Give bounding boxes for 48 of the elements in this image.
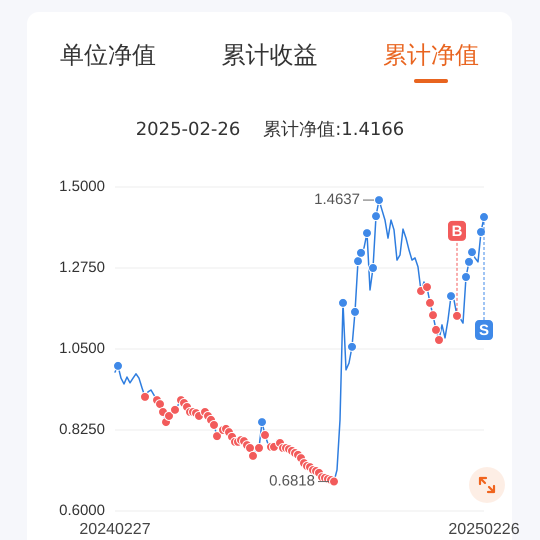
point bbox=[431, 324, 441, 335]
point bbox=[356, 248, 366, 258]
y-tick-label: 1.2750 bbox=[59, 259, 105, 276]
y-tick-label: 0.8250 bbox=[59, 421, 105, 438]
chart-subtitle: 2025-02-26 累计净值:1.4166 bbox=[134, 118, 406, 142]
point bbox=[434, 335, 444, 345]
text: 累计收益 bbox=[221, 40, 318, 71]
point bbox=[476, 227, 486, 237]
point bbox=[347, 342, 357, 352]
annotation: 1.4637 bbox=[314, 191, 360, 208]
y-tick-label: 1.0500 bbox=[59, 340, 105, 358]
point bbox=[467, 247, 477, 258]
x-tick-label: 20250226 bbox=[448, 521, 520, 538]
text: B bbox=[452, 223, 463, 240]
point bbox=[155, 399, 165, 410]
x-tick-label: 20240227 bbox=[79, 521, 151, 538]
point bbox=[425, 298, 435, 308]
point bbox=[338, 298, 348, 308]
point bbox=[353, 256, 363, 266]
point bbox=[479, 212, 489, 222]
point bbox=[374, 195, 384, 206]
point bbox=[257, 417, 267, 428]
point bbox=[113, 360, 123, 371]
text: S bbox=[478, 322, 490, 340]
point bbox=[428, 310, 438, 320]
point bbox=[248, 450, 258, 461]
point bbox=[350, 306, 360, 317]
point bbox=[212, 431, 222, 442]
chart-title: 累计净值 bbox=[383, 40, 480, 71]
text: 单位净值 bbox=[60, 40, 156, 71]
point bbox=[164, 410, 174, 421]
annotation: 0.6818 bbox=[269, 472, 315, 490]
point bbox=[422, 282, 432, 292]
point bbox=[452, 310, 462, 321]
point bbox=[461, 272, 471, 282]
point bbox=[371, 211, 381, 222]
point bbox=[464, 256, 474, 267]
point bbox=[140, 392, 150, 402]
y-tick-label: 0.6000 bbox=[59, 502, 105, 520]
point bbox=[329, 476, 339, 487]
y-tick-label: 1.5000 bbox=[59, 178, 105, 196]
point bbox=[209, 420, 219, 430]
point bbox=[170, 404, 180, 415]
point bbox=[362, 228, 372, 238]
point bbox=[254, 443, 264, 453]
point bbox=[260, 430, 270, 440]
point bbox=[446, 291, 456, 302]
point bbox=[368, 263, 378, 273]
